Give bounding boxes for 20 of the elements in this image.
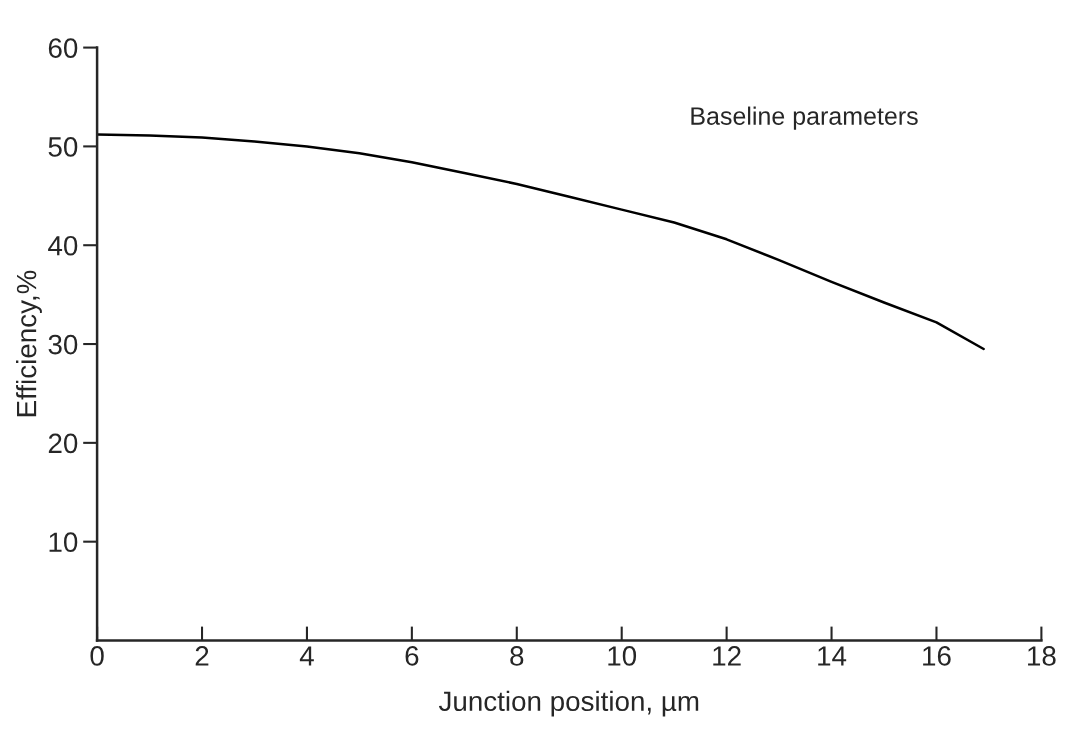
y-tick-label: 50 [48, 137, 78, 157]
x-tick-label: 0 [90, 646, 104, 666]
y-tick-label: 40 [48, 235, 78, 256]
y-tick-label: 20 [48, 433, 78, 454]
annotation: Baseline parameters [691, 106, 918, 130]
x-tick-label: 2 [195, 646, 209, 666]
y-axis-title: Efficiency,% [16, 270, 42, 417]
x-tick-label: 18 [1028, 646, 1056, 666]
x-tick-label: 14 [818, 646, 847, 666]
x-axis-title: Junction position, µm [438, 690, 699, 717]
x-tick-label: 12 [713, 646, 741, 666]
x-tick-label: 8 [510, 646, 524, 666]
y-tick-label: 60 [48, 38, 78, 58]
x-tick-label: 16 [923, 646, 951, 666]
x-tick-label: 4 [299, 646, 314, 666]
y-tick-label: 10 [49, 532, 78, 553]
line-series [97, 133, 985, 351]
y-tick-label: 30 [48, 334, 78, 355]
x-tick-label: 6 [405, 646, 419, 666]
x-tick-label: 10 [608, 646, 637, 666]
